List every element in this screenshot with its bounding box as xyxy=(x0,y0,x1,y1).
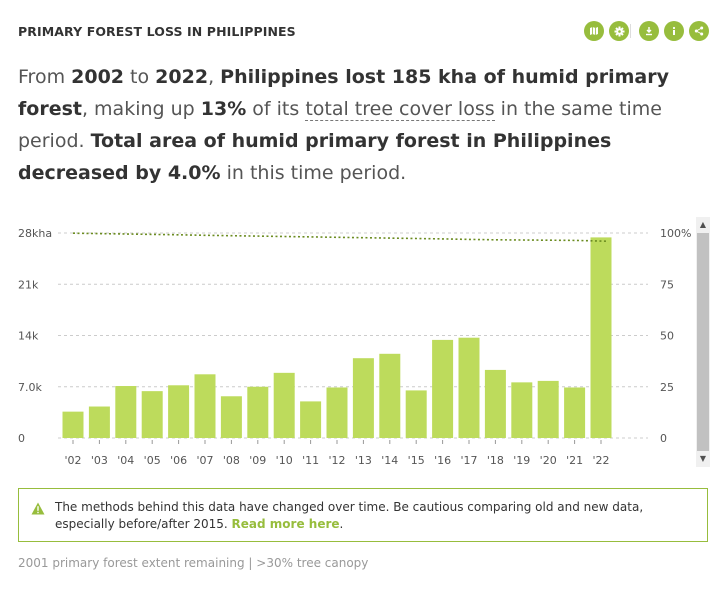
x-tick-label: '13 xyxy=(355,454,372,467)
x-tick-label: '22 xyxy=(592,454,609,467)
bar xyxy=(220,396,242,438)
loss-percent: 13% xyxy=(200,98,247,120)
end-year: 2022 xyxy=(155,66,209,88)
download-button[interactable] xyxy=(639,21,659,41)
share-button[interactable] xyxy=(689,21,709,41)
y-tick-label: 28kha xyxy=(18,227,52,240)
decrease-statement: Total area of humid primary forest in Ph… xyxy=(18,130,612,184)
y-tick-label: 7.0k xyxy=(18,381,42,394)
x-tick-label: '20 xyxy=(540,454,557,467)
bar xyxy=(590,237,612,438)
chart-scrollbar[interactable]: ▲ ▼ xyxy=(696,217,710,467)
x-tick-label: '15 xyxy=(408,454,425,467)
bar xyxy=(273,372,295,438)
share-icon xyxy=(694,26,704,36)
settings-button[interactable] xyxy=(609,21,629,41)
bar xyxy=(194,374,216,438)
bar xyxy=(564,387,586,438)
y2-tick-label: 25 xyxy=(660,381,674,394)
extent-line xyxy=(72,232,608,242)
bar xyxy=(379,353,401,438)
gear-icon xyxy=(614,26,624,36)
bar xyxy=(352,358,374,438)
x-tick-label: '07 xyxy=(196,454,213,467)
x-tick-label: '04 xyxy=(117,454,134,467)
y-tick-label: 14k xyxy=(18,330,39,343)
footer-settings-text: 2001 primary forest extent remaining | >… xyxy=(18,556,369,570)
map-icon xyxy=(590,27,598,35)
bar xyxy=(405,390,427,438)
start-year: 2002 xyxy=(71,66,125,88)
summary-sentence: From 2002 to 2022, Philippines lost 185 … xyxy=(18,66,670,184)
loss-statement: Philippines lost 185 kha of humid primar… xyxy=(18,66,670,120)
info-button[interactable] xyxy=(664,21,684,41)
bar xyxy=(141,391,163,438)
y2-tick-label: 75 xyxy=(660,278,674,291)
bar xyxy=(115,386,137,438)
y2-tick-label: 50 xyxy=(660,330,674,343)
bar xyxy=(300,401,322,438)
x-tick-label: '05 xyxy=(144,454,161,467)
y2-tick-label: 0 xyxy=(660,432,667,445)
primary-forest-loss-chart: 0 7.0k 14k 21k 28kha 0 25 50 75 100% '02 '03 '04 '05 '… xyxy=(18,227,691,467)
x-tick-label: '17 xyxy=(460,454,477,467)
download-icon xyxy=(646,27,652,36)
scroll-up-arrow[interactable]: ▲ xyxy=(699,220,707,229)
x-tick-label: '19 xyxy=(513,454,530,467)
x-tick-label: '03 xyxy=(91,454,108,467)
bar xyxy=(62,411,84,438)
x-tick-label: '14 xyxy=(381,454,398,467)
widget-title: PRIMARY FOREST LOSS IN PHILIPPINES xyxy=(18,24,296,39)
info-icon xyxy=(672,26,676,35)
bar xyxy=(326,387,348,438)
bar xyxy=(511,382,533,438)
notice-text: The methods behind this data have change… xyxy=(55,500,644,531)
scroll-thumb[interactable] xyxy=(697,233,709,451)
toolbar-divider xyxy=(630,24,631,38)
map-button[interactable] xyxy=(584,21,604,41)
x-tick-label: '21 xyxy=(566,454,583,467)
bar xyxy=(537,380,559,438)
bar xyxy=(432,339,454,438)
y2-tick-label: 100% xyxy=(660,227,691,240)
x-tick-label: '12 xyxy=(328,454,345,467)
x-tick-label: '10 xyxy=(276,454,293,467)
x-tick-label: '16 xyxy=(434,454,451,467)
x-tick-label: '06 xyxy=(170,454,187,467)
x-tick-label: '18 xyxy=(487,454,504,467)
scroll-down-arrow[interactable]: ▼ xyxy=(699,454,707,463)
x-tick-label: '02 xyxy=(64,454,81,467)
read-more-link[interactable]: Read more here xyxy=(231,517,340,531)
bar xyxy=(484,369,506,438)
x-tick-label: '11 xyxy=(302,454,319,467)
bar xyxy=(88,406,110,438)
bar xyxy=(168,385,190,438)
bar xyxy=(247,386,269,438)
y-tick-label: 21k xyxy=(18,278,39,291)
y-tick-label: 0 xyxy=(18,432,25,445)
methodology-notice: The methods behind this data have change… xyxy=(18,488,708,542)
warning-icon xyxy=(31,502,45,515)
x-tick-label: '09 xyxy=(249,454,266,467)
tree-cover-loss-link[interactable]: total tree cover loss xyxy=(305,98,495,121)
bar xyxy=(458,337,480,438)
x-tick-label: '08 xyxy=(223,454,240,467)
